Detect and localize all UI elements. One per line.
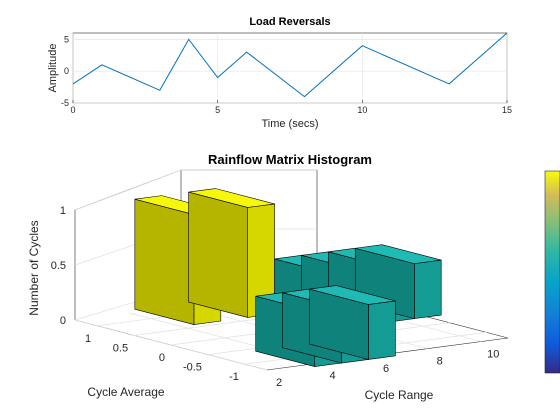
line-x-tick-label: 5 bbox=[215, 105, 220, 115]
y-axis-label: Cycle Average bbox=[87, 385, 164, 399]
x-tick-label: 6 bbox=[383, 363, 389, 375]
bar3d-bars bbox=[134, 188, 442, 367]
x-tick-label: 2 bbox=[276, 377, 282, 389]
bar-top-face bbox=[309, 285, 396, 305]
bar3d-chart: Rainflow Matrix Histogram 00.51246810-1-… bbox=[27, 152, 509, 402]
z-tick-label: 0.5 bbox=[51, 260, 66, 272]
x-tick-label: 4 bbox=[329, 370, 335, 382]
bar-top-face bbox=[188, 188, 275, 208]
line-chart: 0 5 10 15-505 Load Reversals Time (secs) Am… bbox=[47, 16, 512, 130]
y-tick-label: -0.5 bbox=[183, 362, 202, 374]
bar3d-title: Rainflow Matrix Histogram bbox=[208, 152, 372, 167]
bar bbox=[188, 188, 275, 318]
x-tick-label: 8 bbox=[437, 356, 443, 368]
line-x-tick-label: 15 bbox=[502, 105, 512, 115]
bar bbox=[309, 285, 396, 360]
line-y-tick-label: 0 bbox=[64, 66, 69, 76]
z-gridline bbox=[74, 169, 182, 211]
y-tick-label: 1 bbox=[85, 333, 91, 345]
line-series bbox=[72, 32, 508, 98]
line-plot-area bbox=[72, 32, 508, 104]
line-y-tick-label: 5 bbox=[64, 34, 69, 44]
y-tick-label: -1 bbox=[229, 371, 239, 383]
line-x-tick-label: 0 bbox=[70, 105, 75, 115]
bar-side-face bbox=[188, 191, 248, 318]
x-axis-label: Cycle Range bbox=[365, 388, 434, 402]
z-tick-label: 1 bbox=[60, 205, 66, 217]
x-tick-label: 10 bbox=[487, 349, 499, 361]
line-x-axis-label: Time (secs) bbox=[261, 118, 318, 130]
bar-side-face bbox=[134, 198, 195, 325]
colorbar bbox=[544, 170, 560, 374]
bar-front-face bbox=[414, 259, 442, 319]
z-tick-label: 0 bbox=[60, 315, 66, 327]
y-tick-label: 0 bbox=[159, 352, 165, 364]
z-axis-label: Number of Cycles bbox=[27, 220, 41, 315]
line-ticks: 0 5 10 15-505 bbox=[61, 34, 512, 115]
line-x-tick-label: 10 bbox=[357, 105, 367, 115]
line-y-tick-label: -5 bbox=[61, 98, 69, 108]
bar-top-face bbox=[355, 244, 442, 264]
y-tick-label: 0.5 bbox=[113, 342, 128, 354]
line-grid bbox=[72, 33, 508, 104]
bar3d-ticks: 0 0.5 1 2 4 6 8 10 -1 -0.5 0 0.5 1 bbox=[51, 205, 500, 389]
line-y-axis-label: Amplitude bbox=[47, 44, 59, 93]
bar-front-face bbox=[368, 300, 396, 360]
line-chart-title: Load Reversals bbox=[249, 16, 330, 28]
